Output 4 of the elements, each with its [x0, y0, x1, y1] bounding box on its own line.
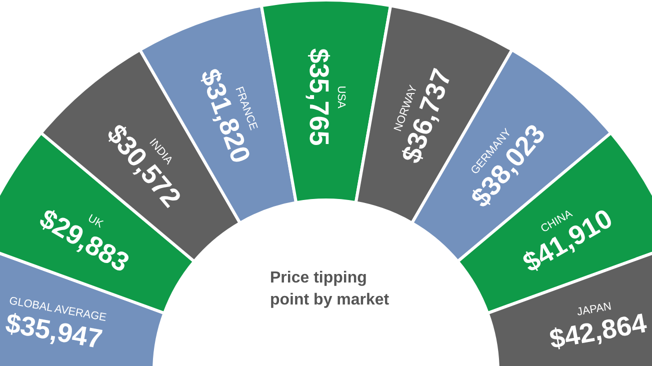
category-label: JAPAN: [576, 300, 612, 318]
text: Price tipping point by market: [270, 270, 390, 308]
category-label: USA: [335, 86, 347, 109]
data-label: $35,765: [304, 48, 334, 146]
